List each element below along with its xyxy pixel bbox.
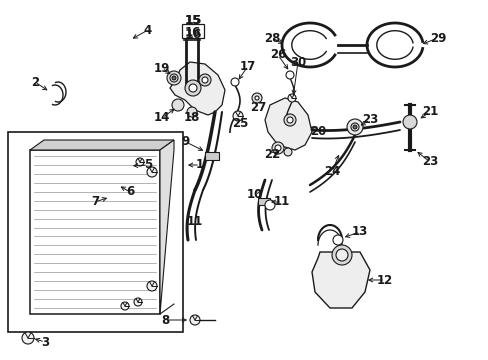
Text: 2: 2 xyxy=(31,76,39,89)
Text: 8: 8 xyxy=(161,314,169,327)
Text: 17: 17 xyxy=(240,59,256,72)
Text: 22: 22 xyxy=(264,148,280,162)
Circle shape xyxy=(352,125,356,129)
Circle shape xyxy=(285,71,293,79)
Polygon shape xyxy=(160,140,174,314)
Circle shape xyxy=(332,235,342,245)
Text: 19: 19 xyxy=(154,62,170,75)
Text: 14: 14 xyxy=(154,112,170,125)
Polygon shape xyxy=(30,140,174,150)
Circle shape xyxy=(167,71,181,85)
Text: 13: 13 xyxy=(351,225,367,238)
Circle shape xyxy=(147,281,157,291)
Bar xyxy=(182,24,203,38)
Circle shape xyxy=(284,114,295,126)
Text: 11: 11 xyxy=(186,216,203,229)
Bar xyxy=(258,198,269,205)
Circle shape xyxy=(186,107,197,117)
Polygon shape xyxy=(170,62,224,115)
Text: 4: 4 xyxy=(143,23,152,36)
Circle shape xyxy=(22,332,34,344)
Circle shape xyxy=(335,249,347,261)
Text: 9: 9 xyxy=(182,135,190,148)
Text: 23: 23 xyxy=(361,113,377,126)
Text: 28: 28 xyxy=(263,31,280,45)
Circle shape xyxy=(251,93,262,103)
Circle shape xyxy=(189,84,197,92)
Circle shape xyxy=(287,94,295,102)
Text: 20: 20 xyxy=(309,126,325,139)
Circle shape xyxy=(232,111,243,121)
Text: 16: 16 xyxy=(184,27,201,40)
Bar xyxy=(204,152,219,160)
Circle shape xyxy=(274,145,281,151)
Text: 12: 12 xyxy=(376,274,392,287)
Text: 30: 30 xyxy=(289,55,305,68)
Circle shape xyxy=(284,148,291,156)
Circle shape xyxy=(170,74,178,82)
Text: 7: 7 xyxy=(91,195,99,208)
Circle shape xyxy=(254,96,259,100)
Text: 5: 5 xyxy=(143,158,152,171)
Circle shape xyxy=(264,200,274,210)
Bar xyxy=(30,150,160,314)
Circle shape xyxy=(402,115,416,129)
Text: 15: 15 xyxy=(184,13,201,27)
Polygon shape xyxy=(264,98,311,150)
Text: 23: 23 xyxy=(421,156,437,168)
Circle shape xyxy=(184,80,201,96)
Bar xyxy=(8,132,183,332)
Text: 3: 3 xyxy=(41,336,49,348)
Circle shape xyxy=(286,117,292,123)
Text: 18: 18 xyxy=(183,112,200,125)
Text: 1: 1 xyxy=(196,158,203,171)
Text: 11: 11 xyxy=(273,195,289,208)
Circle shape xyxy=(190,315,200,325)
Text: 26: 26 xyxy=(269,49,285,62)
Circle shape xyxy=(172,76,176,80)
Polygon shape xyxy=(311,252,369,308)
Circle shape xyxy=(350,123,358,131)
Text: 27: 27 xyxy=(249,102,265,114)
Circle shape xyxy=(134,298,142,306)
Circle shape xyxy=(346,119,362,135)
Circle shape xyxy=(199,74,210,86)
Circle shape xyxy=(147,167,157,177)
Text: 10: 10 xyxy=(246,189,263,202)
Text: 15: 15 xyxy=(184,13,202,27)
Text: 24: 24 xyxy=(323,166,340,179)
Circle shape xyxy=(271,142,284,154)
Circle shape xyxy=(331,245,351,265)
Circle shape xyxy=(202,77,207,83)
Text: 29: 29 xyxy=(429,31,445,45)
Text: 25: 25 xyxy=(231,117,248,130)
Circle shape xyxy=(230,78,239,86)
Circle shape xyxy=(121,302,129,310)
Text: 21: 21 xyxy=(421,105,437,118)
Circle shape xyxy=(172,99,183,111)
Text: 16: 16 xyxy=(184,26,201,39)
Text: 6: 6 xyxy=(125,185,134,198)
Circle shape xyxy=(136,158,143,166)
